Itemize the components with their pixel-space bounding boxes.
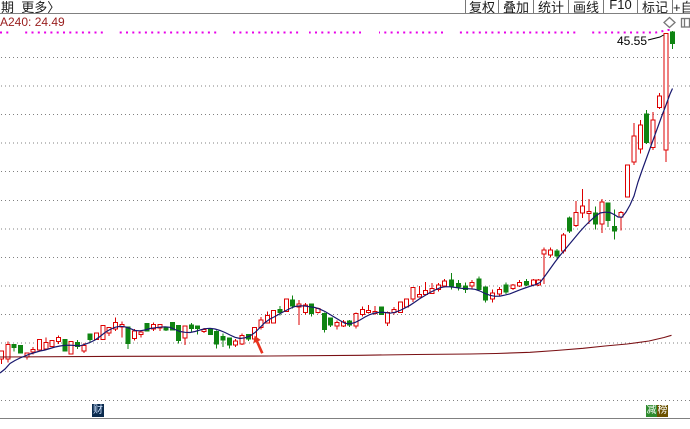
svg-text:45.55: 45.55 [617, 34, 647, 48]
